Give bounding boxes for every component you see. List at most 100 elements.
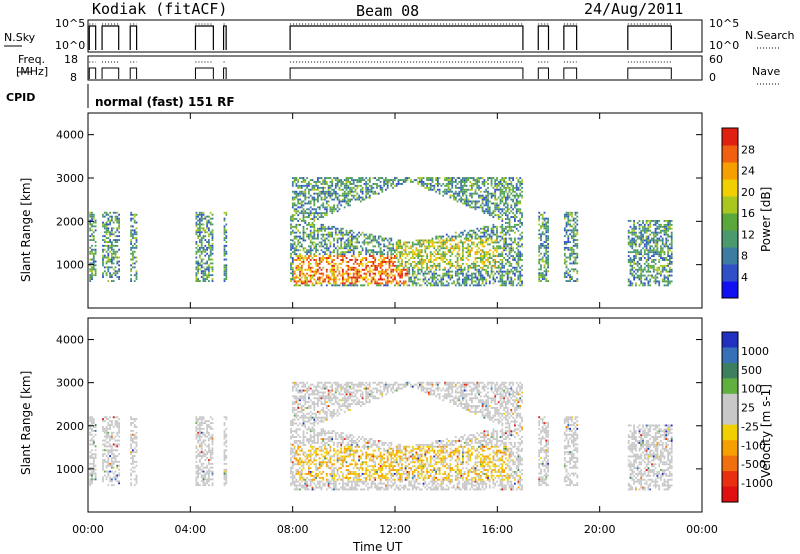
power-cell	[111, 248, 113, 251]
power-cell	[293, 218, 296, 220]
power-cell	[208, 266, 210, 269]
power-cell	[200, 219, 203, 222]
power-cell	[456, 282, 459, 285]
power-cell	[465, 280, 468, 283]
power-cell	[426, 184, 428, 187]
power-cell	[437, 177, 439, 179]
power-cell	[471, 194, 473, 197]
power-cell	[334, 208, 337, 211]
power-cell	[521, 274, 523, 277]
power-cell	[329, 282, 332, 285]
power-cell	[399, 262, 402, 265]
power-cell	[649, 223, 652, 226]
power-cell	[571, 278, 573, 280]
power-cell	[663, 274, 666, 277]
power-cell	[465, 198, 468, 201]
power-cell	[465, 233, 468, 236]
power-cell	[476, 181, 479, 183]
power-cell	[508, 247, 511, 250]
velocity-cell	[197, 474, 199, 477]
power-cell	[543, 241, 546, 243]
power-cell	[381, 282, 384, 285]
power-cell	[661, 243, 664, 246]
power-cell	[636, 249, 639, 252]
power-cell	[107, 260, 110, 263]
power-cell	[492, 231, 495, 234]
velocity-cell	[92, 464, 95, 467]
power-cell	[463, 247, 466, 250]
power-cell	[479, 227, 482, 230]
power-cell	[349, 247, 351, 250]
power-cell	[419, 278, 421, 281]
power-cell	[351, 186, 353, 189]
power-cell	[454, 186, 457, 189]
power-cell	[199, 239, 201, 241]
power-cell	[508, 190, 511, 193]
power-cell	[458, 241, 461, 244]
power-cell	[438, 192, 441, 195]
power-cell	[118, 225, 120, 228]
power-cell	[445, 241, 448, 244]
velocity-cell	[102, 443, 104, 446]
power-cell	[501, 278, 504, 281]
power-cell	[438, 235, 441, 238]
power-cell	[661, 280, 664, 283]
power-cell	[338, 208, 341, 211]
power-cell	[479, 239, 482, 242]
power-cell	[290, 233, 292, 236]
power-cell	[499, 183, 502, 185]
power-cell	[538, 268, 541, 271]
velocity-cell	[130, 416, 132, 419]
power-cell	[505, 237, 507, 240]
power-cell	[404, 264, 407, 267]
power-cell	[497, 266, 500, 269]
power-cell	[538, 211, 541, 214]
power-cell	[426, 253, 428, 256]
velocity-cell	[94, 476, 97, 479]
power-cell	[352, 181, 355, 183]
power-cell	[94, 274, 97, 277]
power-cell	[633, 220, 635, 222]
power-cell	[501, 200, 504, 203]
power-cell	[379, 266, 382, 269]
power-cell	[571, 225, 573, 228]
power-cell	[197, 250, 199, 253]
power-cell	[367, 261, 369, 263]
power-cell	[497, 218, 500, 220]
power-cell	[654, 222, 657, 224]
power-cell	[633, 257, 635, 259]
power-cell	[397, 245, 400, 248]
velocity-cell	[204, 455, 207, 457]
velocity-cell	[204, 420, 207, 423]
velocity-cell	[89, 426, 92, 428]
power-cell	[116, 272, 119, 275]
power-cell	[462, 251, 464, 254]
power-cell	[633, 270, 635, 273]
power-cell	[497, 241, 500, 244]
power-cell	[654, 241, 657, 244]
power-cell	[340, 237, 343, 240]
power-cell	[315, 255, 317, 257]
power-cell	[665, 229, 668, 232]
power-cell	[508, 179, 511, 181]
power-cell	[481, 245, 484, 248]
power-cell	[300, 243, 303, 246]
power-cell	[397, 272, 400, 275]
power-cell	[302, 208, 305, 211]
power-cell	[297, 284, 300, 287]
power-cell	[336, 237, 339, 240]
power-cell	[225, 268, 228, 271]
power-cell	[494, 239, 497, 242]
power-cell	[444, 188, 446, 191]
power-cell	[395, 266, 398, 269]
velocity-cell	[202, 422, 205, 424]
power-cell	[652, 266, 655, 269]
power-cell	[456, 272, 459, 275]
power-cell	[547, 256, 549, 259]
power-cell	[428, 282, 430, 285]
power-cell	[640, 233, 643, 236]
power-cell	[506, 274, 509, 277]
power-cell	[505, 210, 507, 213]
power-cell	[107, 219, 110, 222]
power-cell	[302, 235, 305, 238]
